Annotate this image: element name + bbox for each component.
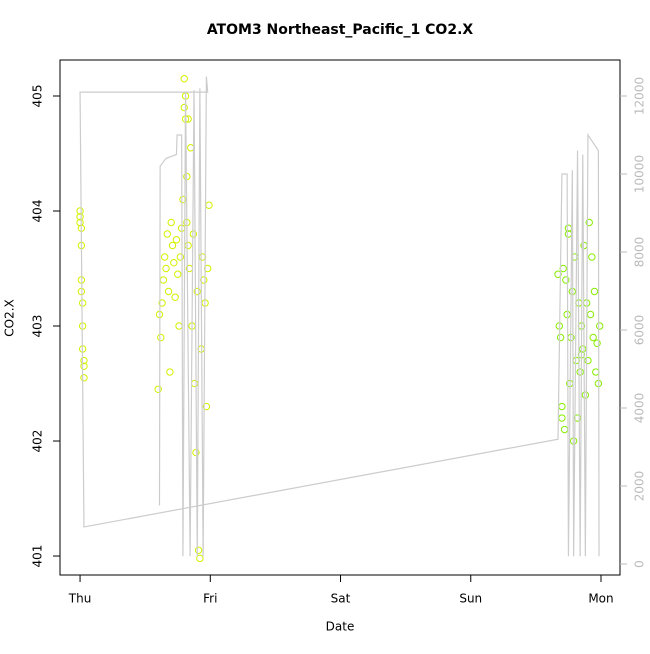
x-tick-label: Mon xyxy=(588,592,613,606)
point xyxy=(171,293,179,301)
point xyxy=(592,368,600,376)
point xyxy=(172,236,181,244)
point xyxy=(558,402,566,411)
y-tick-label: 404 xyxy=(31,200,45,223)
y-tick-label: 402 xyxy=(31,430,45,453)
point xyxy=(560,425,569,434)
point xyxy=(584,356,592,365)
point xyxy=(595,322,604,330)
point xyxy=(556,333,565,342)
point xyxy=(193,287,201,296)
y2-tick-label: 12000 xyxy=(633,77,647,115)
point xyxy=(200,276,208,284)
y-axis-label: CO2.X xyxy=(3,299,17,337)
point xyxy=(161,253,169,261)
x-tick-label: Fri xyxy=(203,592,217,606)
point xyxy=(194,546,203,554)
point xyxy=(196,554,204,563)
point xyxy=(593,339,601,347)
point xyxy=(154,385,162,393)
y2-tick-label: 8000 xyxy=(633,237,647,268)
point xyxy=(586,310,595,319)
point xyxy=(174,270,182,278)
y2-tick-label: 2000 xyxy=(633,471,647,502)
point xyxy=(588,253,596,261)
point xyxy=(205,201,213,209)
point xyxy=(78,299,87,307)
point xyxy=(170,259,178,267)
point xyxy=(562,276,570,284)
point xyxy=(585,218,593,227)
y2-tick-label: 0 xyxy=(633,560,647,568)
point xyxy=(76,213,84,221)
point xyxy=(589,333,597,342)
point xyxy=(166,368,174,376)
point xyxy=(163,230,172,238)
point xyxy=(159,276,168,284)
chart-title: ATOM3 Northeast_Pacific_1 CO2.X xyxy=(207,22,474,38)
point xyxy=(162,264,170,273)
point xyxy=(175,322,183,330)
point xyxy=(576,368,584,376)
y-tick-label: 405 xyxy=(31,85,45,108)
y2-tick-label: 4000 xyxy=(633,393,647,424)
point xyxy=(190,379,199,388)
y2-tick-label: 10000 xyxy=(633,155,647,193)
point xyxy=(158,299,166,307)
point xyxy=(164,287,173,296)
point xyxy=(590,287,599,296)
point xyxy=(157,333,165,342)
y-tick-label: 401 xyxy=(31,545,45,568)
point xyxy=(176,253,185,261)
x-axis-label: Date xyxy=(326,620,355,634)
point xyxy=(184,241,192,250)
point xyxy=(167,218,175,227)
x-tick-label: Thu xyxy=(68,592,92,606)
y2-tick-label: 6000 xyxy=(633,315,647,346)
point xyxy=(168,241,177,250)
point xyxy=(558,414,566,422)
x-tick-label: Sat xyxy=(331,592,351,606)
point xyxy=(581,391,590,399)
point xyxy=(80,374,88,382)
point xyxy=(180,103,188,112)
point xyxy=(80,362,88,370)
plot-frame xyxy=(59,59,621,576)
point xyxy=(202,402,211,411)
point xyxy=(180,75,188,83)
point xyxy=(76,207,84,215)
point xyxy=(80,356,88,365)
point xyxy=(554,270,562,278)
line xyxy=(79,76,600,557)
x-tick-label: Sun xyxy=(459,592,482,606)
y-tick-label: 403 xyxy=(31,315,45,338)
